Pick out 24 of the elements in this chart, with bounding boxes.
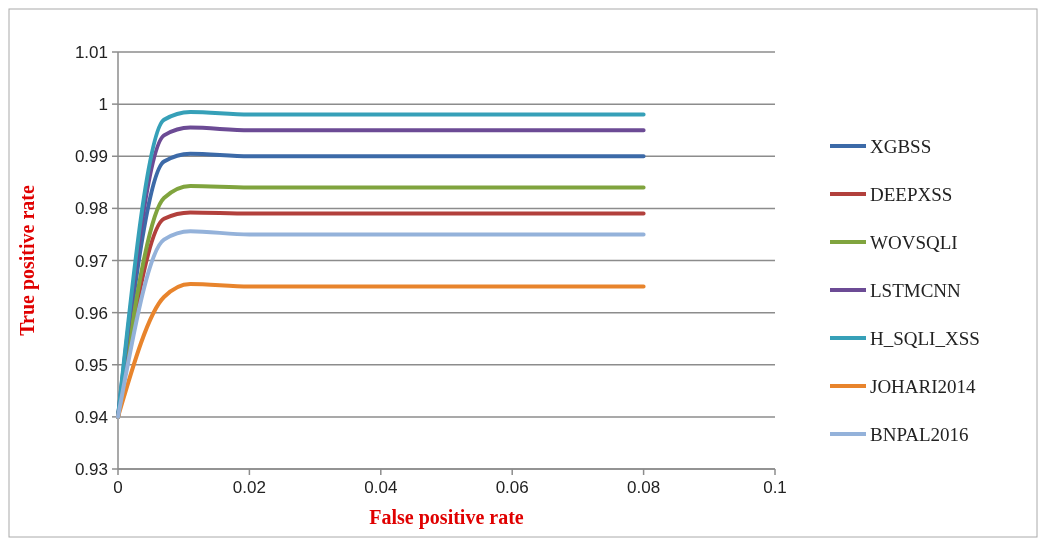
legend-label: H_SQLI_XSS xyxy=(870,328,980,349)
x-tick-label: 0.06 xyxy=(495,478,529,497)
y-tick-label: 0.96 xyxy=(74,303,108,323)
y-tick-label: 0.99 xyxy=(74,147,108,167)
x-tick-label: 0.08 xyxy=(627,478,661,497)
legend-label: WOVSQLI xyxy=(870,232,958,253)
legend-label: LSTMCNN xyxy=(870,280,962,301)
x-tick-label: 0 xyxy=(113,478,123,497)
x-axis-title: False positive rate xyxy=(369,506,524,529)
y-tick-label: 0.97 xyxy=(74,251,108,271)
legend-label: JOHARI2014 xyxy=(870,376,977,397)
x-tick-label: 0.02 xyxy=(232,478,266,497)
y-tick-label: 0.94 xyxy=(74,407,108,427)
legend-label: DEEPXSS xyxy=(870,184,953,205)
legend-label: BNPAL2016 xyxy=(870,424,969,445)
legend-label: XGBSS xyxy=(870,136,932,157)
y-tick-label: 1.01 xyxy=(74,43,108,62)
y-tick-label: 0.98 xyxy=(74,199,108,219)
y-axis-title: True positive rate xyxy=(16,185,39,336)
y-tick-label: 1 xyxy=(98,95,108,115)
x-tick-label: 0.04 xyxy=(364,478,398,497)
x-tick-label: 0.1 xyxy=(763,478,787,497)
y-tick-label: 0.95 xyxy=(74,355,108,375)
y-tick-label: 0.93 xyxy=(74,460,108,479)
